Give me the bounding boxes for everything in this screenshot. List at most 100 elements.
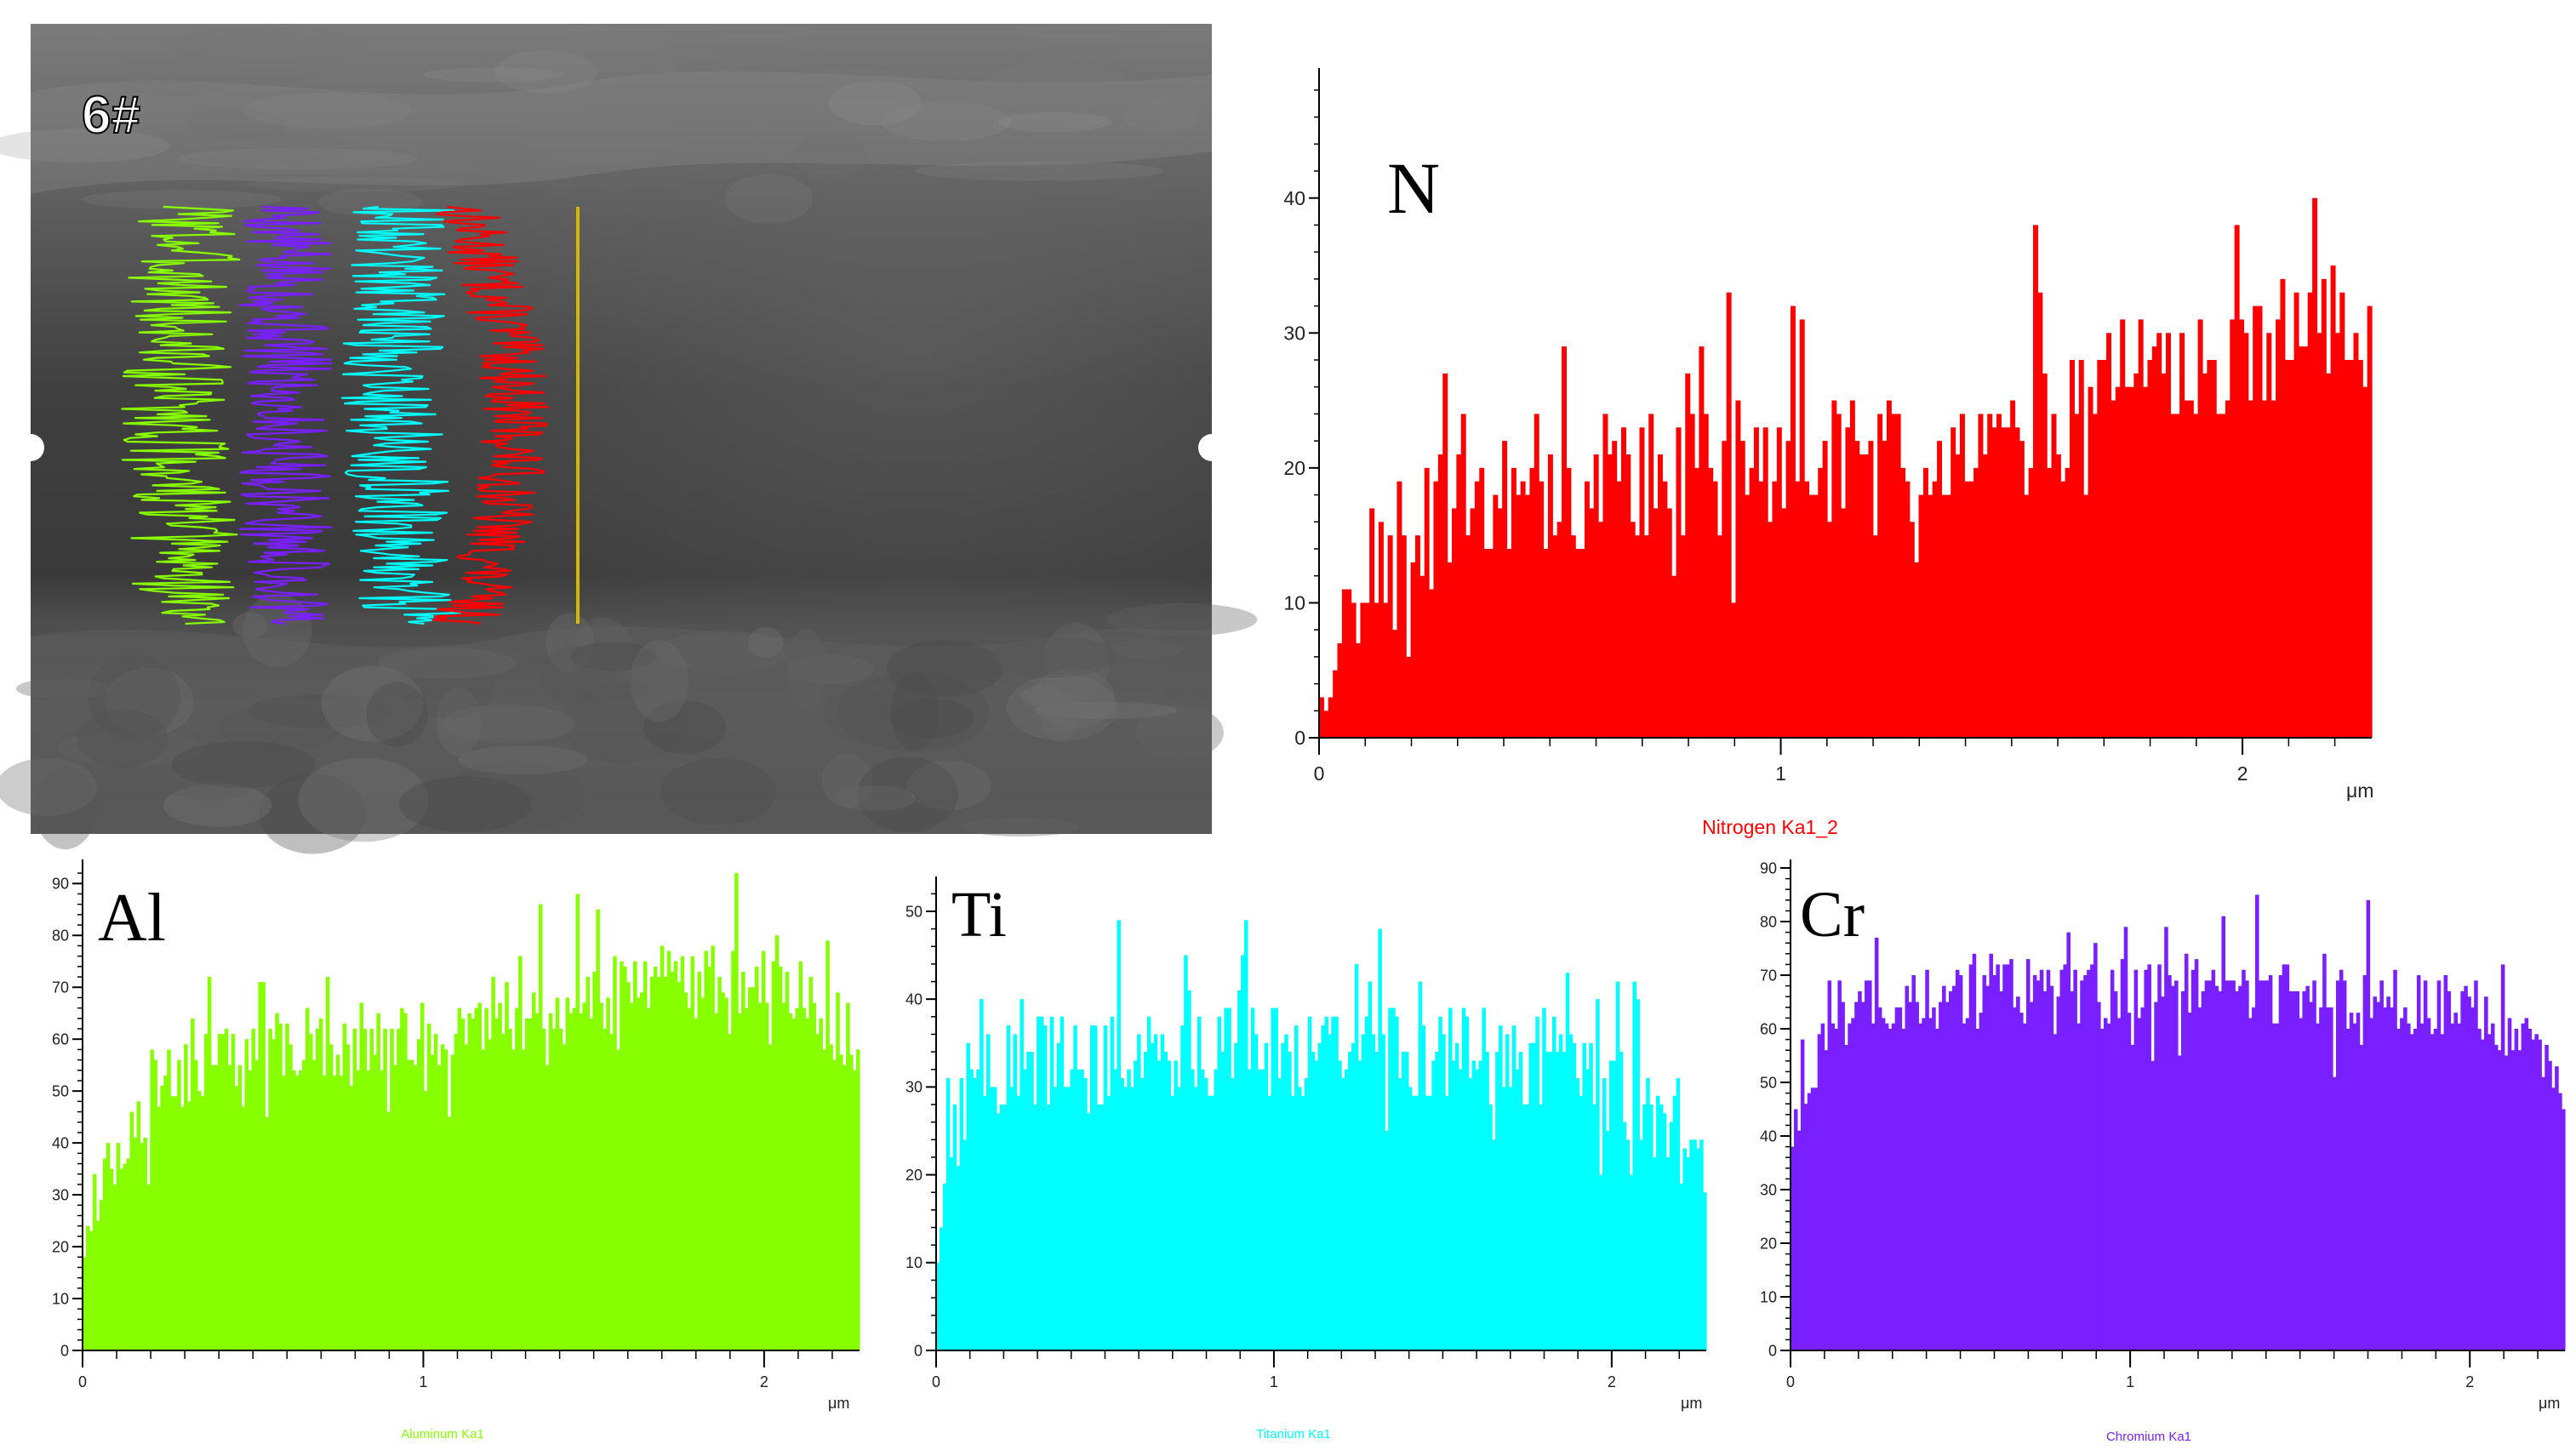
x-tick-label: 0	[932, 1373, 940, 1390]
bar	[1796, 1130, 1802, 1350]
bar	[1539, 1105, 1543, 1350]
bar	[2170, 414, 2176, 738]
bar	[1392, 630, 1398, 738]
bar	[1346, 589, 1352, 738]
bar	[936, 1262, 940, 1350]
bar	[1030, 1052, 1034, 1350]
bar	[1023, 1069, 1027, 1350]
bar	[1959, 414, 1965, 738]
bar	[774, 935, 780, 1350]
bar	[1525, 494, 1530, 738]
bar	[2312, 197, 2318, 738]
bar	[83, 1257, 87, 1350]
bar	[325, 977, 330, 1350]
bar	[1117, 920, 1122, 1350]
bar	[410, 1059, 414, 1350]
bar	[133, 1138, 138, 1350]
bar	[2510, 1050, 2516, 1350]
y-tick-label: 40	[52, 1134, 69, 1151]
bar	[423, 1091, 428, 1350]
bar	[673, 961, 678, 1350]
bar	[440, 1044, 445, 1350]
bar	[1991, 427, 1997, 738]
bar	[1999, 990, 2003, 1350]
bar	[227, 1065, 232, 1350]
bar	[842, 1065, 847, 1350]
bar	[1187, 990, 1191, 1350]
bar	[942, 1183, 947, 1350]
bar	[2500, 964, 2505, 1350]
bar	[1150, 1042, 1155, 1350]
bar	[1858, 990, 1862, 1350]
sem-grain	[857, 756, 958, 832]
bar	[1419, 575, 1425, 738]
bar	[1501, 1087, 1506, 1350]
bar	[785, 971, 790, 1350]
sem-grain	[88, 654, 180, 740]
x-tick-label: 2	[760, 1373, 768, 1390]
sem-grain	[298, 757, 430, 842]
bar	[596, 909, 600, 1350]
bar	[2074, 414, 2080, 738]
element-label: Cr	[1800, 879, 1865, 950]
bar	[244, 1039, 249, 1350]
bar	[2063, 964, 2068, 1350]
bar	[1535, 1016, 1539, 1350]
bar	[1096, 1105, 1101, 1350]
bar	[1174, 1060, 1178, 1350]
bar	[2101, 360, 2107, 738]
bar	[2092, 414, 2098, 738]
y-tick-label: 80	[1760, 913, 1777, 930]
bar	[2517, 1050, 2522, 1350]
bar	[511, 1049, 516, 1350]
bar	[1620, 427, 1626, 738]
sem-grain	[786, 654, 874, 684]
bar	[2039, 969, 2044, 1350]
bar	[1625, 454, 1631, 738]
bar	[454, 1034, 459, 1350]
sem-grain	[177, 147, 418, 170]
bar	[407, 1059, 411, 1350]
bar	[714, 1013, 718, 1350]
bar	[1608, 1060, 1614, 1350]
bar	[2187, 1013, 2192, 1350]
bar	[1492, 1139, 1496, 1350]
bar	[109, 1168, 114, 1350]
bar	[2433, 1029, 2438, 1350]
bar	[613, 956, 617, 1350]
sem-grain	[232, 612, 268, 639]
series-title: Chromium Ka1	[2106, 1430, 2191, 1444]
bar	[2359, 1044, 2364, 1350]
bar	[1909, 522, 1915, 738]
bar	[1699, 346, 1705, 738]
bar	[315, 1029, 320, 1350]
y-tick-label: 10	[52, 1290, 69, 1307]
bar	[380, 1070, 384, 1350]
bar	[2106, 333, 2112, 738]
sem-grain	[890, 671, 940, 751]
bar	[2285, 964, 2290, 1350]
bar	[2490, 1023, 2495, 1350]
bar	[1364, 602, 1370, 738]
bar	[761, 950, 766, 1350]
bar	[1818, 467, 1824, 738]
bar	[2271, 1023, 2276, 1350]
bar	[1689, 414, 1695, 738]
bar	[1989, 953, 1993, 1350]
bar	[1793, 1109, 1798, 1350]
bar	[2208, 980, 2213, 1350]
bar	[2133, 969, 2139, 1350]
bar	[1955, 969, 1960, 1350]
bar	[1418, 981, 1423, 1350]
bar	[2123, 927, 2128, 1350]
bar	[328, 1044, 334, 1350]
bar	[1861, 1002, 1865, 1350]
bar	[1385, 1130, 1389, 1350]
bar	[1127, 1069, 1131, 1350]
sem-grain	[0, 128, 170, 163]
sem-grain	[34, 765, 97, 850]
bar	[808, 977, 814, 1350]
bar	[416, 1039, 421, 1350]
bar	[505, 982, 509, 1350]
bar	[1323, 711, 1329, 738]
